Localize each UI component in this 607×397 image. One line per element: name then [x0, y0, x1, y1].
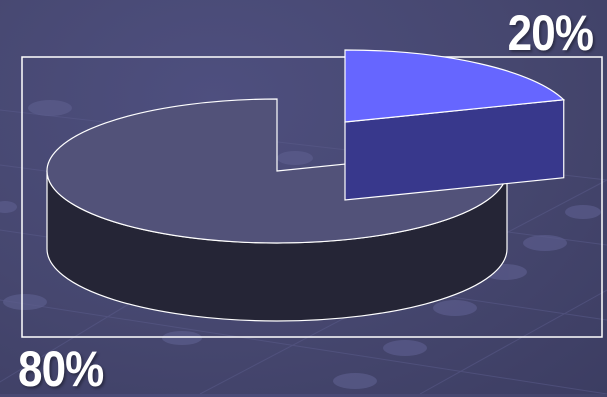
slice-80 [46, 98, 508, 244]
slice-label-80: 80% [18, 341, 104, 397]
slices [46, 49, 566, 322]
slice-20 [344, 49, 566, 123]
plot-frame [21, 56, 603, 338]
slice-label-20: 20% [507, 5, 594, 61]
